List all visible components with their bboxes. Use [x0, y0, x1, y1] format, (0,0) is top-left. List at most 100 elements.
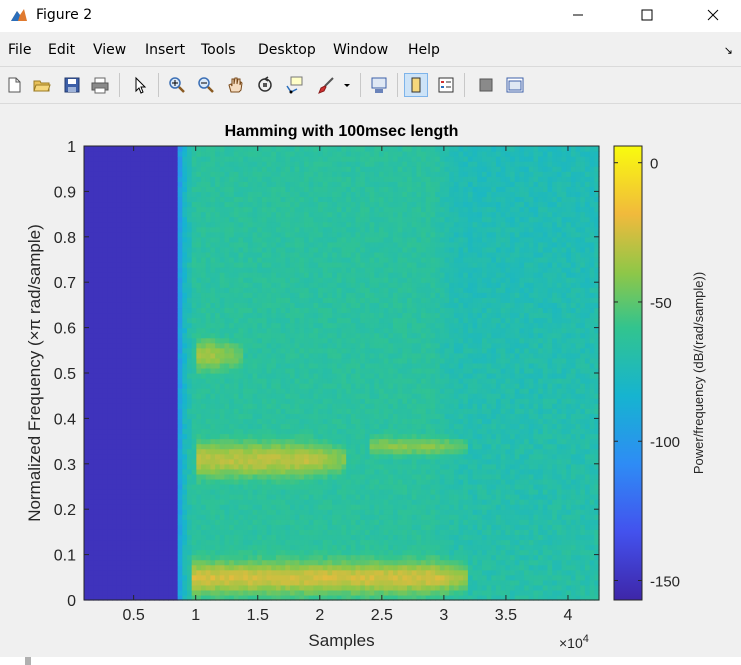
zoom-out-icon[interactable] [194, 73, 218, 97]
heatmap-cell [318, 201, 324, 208]
heatmap-cell [299, 246, 305, 253]
heatmap-cell [233, 362, 240, 369]
menu-file[interactable]: File [8, 42, 32, 58]
heatmap-cell [126, 196, 132, 203]
minimize-button[interactable] [555, 0, 601, 30]
pan-icon[interactable] [223, 73, 247, 97]
heatmap-cell [336, 509, 343, 515]
heatmap-cell [187, 514, 193, 520]
heatmap-cell [98, 549, 104, 556]
heatmap-cell [168, 433, 174, 440]
menu-desktop[interactable]: Desktop [258, 42, 316, 58]
heatmap-cell [102, 428, 109, 435]
heatmap-cell [280, 206, 286, 213]
heatmap-cell [154, 216, 160, 223]
heatmap-cell [196, 428, 202, 435]
heatmap-cell [266, 367, 272, 374]
heatmap-cell [130, 569, 137, 576]
heatmap-cell [210, 534, 216, 541]
data-cursor-icon[interactable] [282, 73, 306, 97]
heatmap-cell [144, 584, 151, 591]
heatmap-cell [177, 146, 183, 152]
heatmap-cell [304, 403, 310, 409]
heatmap-cell [88, 312, 94, 319]
close-button[interactable] [690, 0, 736, 30]
heatmap-cell [257, 337, 263, 344]
heatmap-cell [112, 166, 118, 172]
menu-view[interactable]: View [93, 42, 127, 58]
heatmap-cell [121, 554, 127, 561]
heatmap-cell [332, 231, 338, 238]
heatmap-cell [294, 499, 300, 505]
brush-dropdown-icon[interactable] [340, 73, 354, 97]
heatmap-cell [201, 473, 207, 480]
heatmap-cell [322, 171, 329, 177]
heatmap-cell [219, 494, 226, 500]
heatmap-cell [88, 277, 94, 283]
print-icon[interactable] [88, 73, 112, 97]
heatmap-cell [304, 307, 310, 314]
heatmap-cell [112, 463, 118, 470]
show-plot-tools-icon[interactable] [503, 73, 527, 97]
heatmap-cell [229, 181, 235, 187]
heatmap-cell [102, 534, 109, 541]
link-plot-icon[interactable] [367, 73, 391, 97]
heatmap-cell [294, 166, 300, 172]
menu-tools[interactable]: Tools [201, 42, 236, 58]
heatmap-cell [172, 226, 179, 233]
heatmap-cell [308, 413, 315, 419]
heatmap-cell [154, 166, 160, 172]
heatmap-cell [304, 272, 310, 278]
heatmap-cell [191, 433, 197, 440]
brush-icon[interactable] [314, 73, 338, 97]
heatmap-cell [210, 216, 216, 223]
new-figure-icon[interactable] [2, 73, 26, 97]
heatmap-cell [187, 181, 193, 187]
menu-window[interactable]: Window [333, 42, 389, 58]
open-file-icon[interactable] [30, 73, 54, 97]
heatmap-cell [327, 423, 333, 430]
heatmap-cell [210, 312, 216, 319]
hide-plot-tools-icon[interactable] [474, 73, 498, 97]
menu-insert[interactable]: Insert [145, 42, 186, 58]
heatmap-cell [219, 256, 226, 263]
heatmap-cell [215, 584, 221, 591]
heatmap-cell [299, 423, 305, 430]
heatmap-cell [252, 282, 258, 288]
heatmap-cell [135, 256, 141, 263]
zoom-in-icon[interactable] [165, 73, 189, 97]
dock-figure-icon[interactable]: ↘ [723, 45, 733, 57]
heatmap-cell [130, 256, 137, 263]
heatmap-cell [205, 554, 212, 561]
heatmap-cell [163, 494, 169, 500]
heatmap-cell [168, 448, 174, 455]
heatmap-cell [285, 539, 291, 546]
heatmap-cell [313, 277, 319, 283]
heatmap-cell [121, 509, 127, 515]
menu-edit[interactable]: Edit [48, 42, 76, 58]
heatmap-cell [98, 403, 104, 409]
heatmap-cell [275, 332, 282, 339]
heatmap-cell [210, 594, 216, 601]
heatmap-cell [168, 322, 174, 329]
pointer-icon[interactable] [128, 73, 152, 97]
heatmap-cell [275, 458, 282, 465]
heatmap-cell [149, 398, 155, 404]
legend-icon[interactable] [434, 73, 458, 97]
maximize-button[interactable] [624, 0, 670, 30]
heatmap-cell [304, 393, 310, 399]
menu-help[interactable]: Help [408, 42, 440, 58]
heatmap-cell [130, 584, 137, 591]
heatmap-cell [219, 201, 226, 208]
heatmap-cell [215, 181, 221, 187]
rotate-3d-icon[interactable] [253, 73, 277, 97]
colorbar-icon[interactable] [404, 73, 428, 97]
heatmap-cell [191, 332, 197, 339]
save-icon[interactable] [60, 73, 84, 97]
heatmap-cell [163, 347, 169, 354]
heatmap-cell [107, 514, 113, 520]
heatmap-cell [196, 317, 202, 324]
heatmap-cell [177, 499, 183, 505]
heatmap-cell [98, 514, 104, 520]
heatmap-cell [116, 428, 123, 435]
